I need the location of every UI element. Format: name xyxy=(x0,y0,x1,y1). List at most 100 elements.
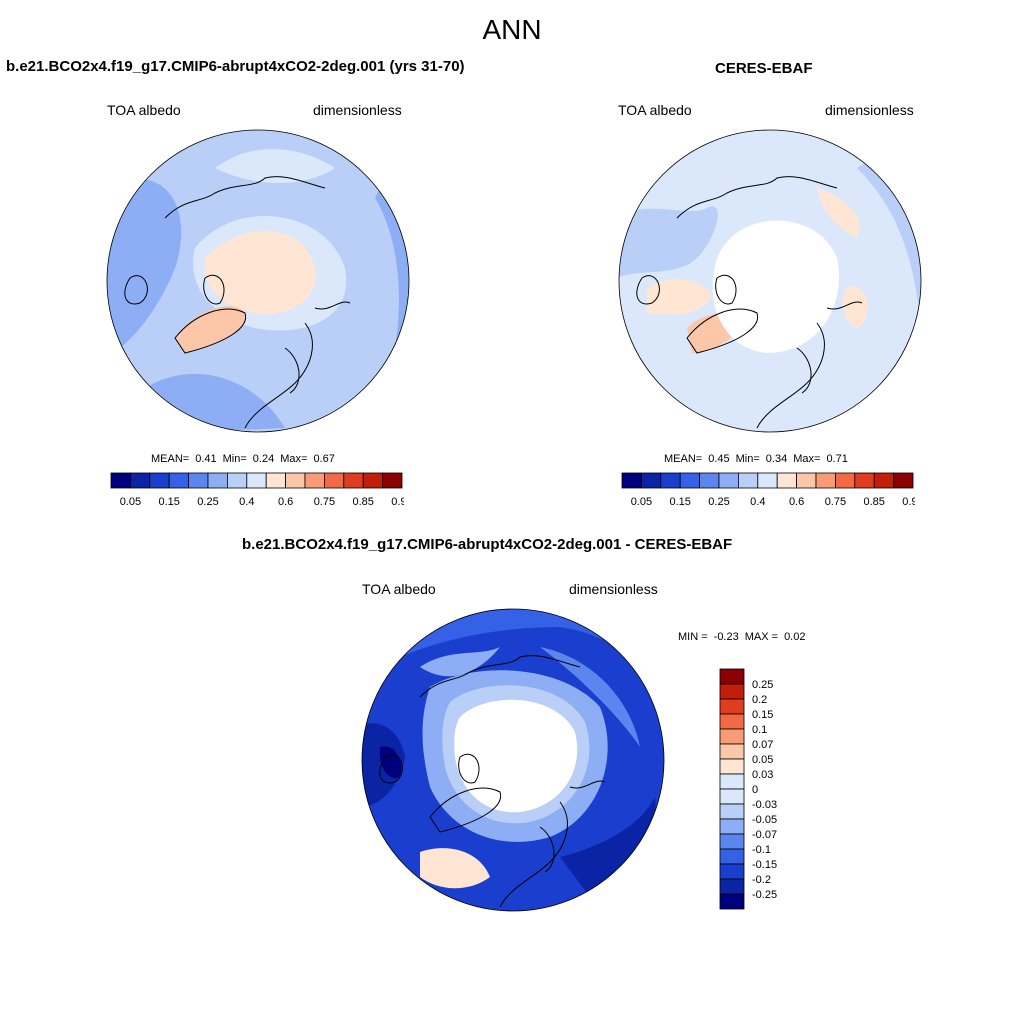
obs-min-label: Min= xyxy=(735,453,760,465)
diff-colorbar-label: -0.25 xyxy=(752,889,777,901)
model-colorbar-box xyxy=(382,472,403,489)
diff-colorbar-label: -0.03 xyxy=(752,799,777,811)
model-colorbar-label: 0.4 xyxy=(239,496,254,508)
obs-mean-value: 0.45 xyxy=(708,453,730,465)
model-colorbar-label: 0.6 xyxy=(278,496,293,508)
obs-colorbar-box xyxy=(699,472,720,489)
model-colorbar-box xyxy=(188,472,209,489)
obs-colorbar-box xyxy=(893,472,914,489)
model-units-label: dimensionless xyxy=(313,102,402,118)
diff-colorbar-box xyxy=(719,863,745,880)
diff-colorbar-box xyxy=(719,818,745,835)
diff-colorbar: 0.25 0.2 0.15 0.1 0.07 0.05 0.03 0 -0.03 -0.05 -0.… xyxy=(719,668,777,910)
obs-colorbar-box xyxy=(718,472,739,489)
obs-stats: MEAN= 0.45 Min= 0.34 Max= 0.71 xyxy=(664,453,848,465)
diff-colorbar-box xyxy=(719,788,745,805)
diff-colorbar-box xyxy=(719,848,745,865)
diff-colorbar-label: -0.15 xyxy=(752,859,777,871)
model-colorbar-box xyxy=(168,472,190,489)
diff-colorbar-label: 0.05 xyxy=(752,754,773,766)
obs-colorbar-box xyxy=(679,472,701,489)
obs-polar-map xyxy=(618,129,922,433)
obs-mean-label: MEAN= xyxy=(664,453,703,465)
diff-colorbar-box xyxy=(719,803,745,820)
diff-colorbar-box xyxy=(719,728,745,745)
obs-colorbar-label: 0.05 xyxy=(631,496,652,508)
diff-stats: MIN = -0.23 MAX = 0.02 xyxy=(678,631,805,643)
obs-colorbar-box xyxy=(834,472,856,489)
diff-colorbar-label: -0.07 xyxy=(752,829,777,841)
obs-colorbar-label: 0.95 xyxy=(902,496,915,508)
model-colorbar-label: 0.75 xyxy=(314,496,335,508)
diff-colorbar-label: 0.25 xyxy=(752,679,773,691)
obs-colorbar-box xyxy=(854,472,875,489)
obs-max-label: Max= xyxy=(793,453,821,465)
diff-colorbar-box xyxy=(719,878,745,895)
model-colorbar-label: 0.15 xyxy=(158,496,179,508)
diff-panel-title: b.e21.BCO2x4.f19_g17.CMIP6-abrupt4xCO2-2… xyxy=(242,536,733,553)
diff-colorbar-label: -0.2 xyxy=(752,874,771,886)
diff-coastlines xyxy=(379,655,606,908)
model-colorbar-label: 0.85 xyxy=(352,496,373,508)
diff-colorbar-box xyxy=(719,713,745,730)
model-colorbar-box xyxy=(285,472,306,489)
diff-colorbar-label: 0.1 xyxy=(752,724,767,736)
obs-colorbar-label: 0.15 xyxy=(669,496,690,508)
obs-colorbar-label: 0.85 xyxy=(863,496,884,508)
obs-colorbar-box xyxy=(815,472,836,489)
diff-colorbar-box xyxy=(719,683,745,700)
obs-colorbar-label: 0.25 xyxy=(708,496,729,508)
model-colorbar-box xyxy=(323,472,345,489)
model-colorbar-box xyxy=(265,472,286,489)
model-colorbar: 0.05 0.15 0.25 0.4 0.6 0.75 0.85 0.95 xyxy=(110,472,404,508)
obs-colorbar-box xyxy=(738,472,759,489)
obs-colorbar-box xyxy=(796,472,817,489)
model-colorbar-box xyxy=(246,472,267,489)
diff-colorbar-box xyxy=(719,743,745,760)
diff-colorbar-label: 0.2 xyxy=(752,694,767,706)
diff-colorbar-label: 0 xyxy=(752,784,758,796)
obs-colorbar-box xyxy=(621,472,642,489)
figure-title: ANN xyxy=(482,14,542,45)
model-coastlines xyxy=(124,176,351,429)
obs-colorbar-box xyxy=(757,472,778,489)
diff-colorbar-box xyxy=(719,773,745,790)
model-colorbar-box xyxy=(362,472,383,489)
diff-colorbar-box xyxy=(719,698,745,715)
obs-max-value: 0.71 xyxy=(826,453,848,465)
model-variable-label: TOA albedo xyxy=(107,102,181,118)
diff-max-label: MAX = xyxy=(744,631,779,643)
diff-colorbar-label: 0.07 xyxy=(752,739,773,751)
obs-colorbar-box xyxy=(640,472,662,489)
model-colorbar-box xyxy=(304,472,325,489)
diff-colorbar-label: -0.1 xyxy=(752,844,771,856)
model-mean-value: 0.41 xyxy=(195,453,217,465)
model-mean-label: MEAN= xyxy=(151,453,190,465)
diff-min-value: -0.23 xyxy=(713,631,739,643)
obs-coastlines xyxy=(636,176,863,429)
model-colorbar-box xyxy=(227,472,248,489)
model-min-label: Min= xyxy=(222,453,247,465)
model-stats: MEAN= 0.41 Min= 0.24 Max= 0.67 xyxy=(151,453,335,465)
diff-units-label: dimensionless xyxy=(569,581,658,597)
diff-colorbar-box xyxy=(719,758,745,775)
obs-colorbar-box xyxy=(873,472,894,489)
obs-variable-label: TOA albedo xyxy=(618,102,692,118)
diff-polar-map xyxy=(361,608,665,912)
diff-colorbar-label: 0.03 xyxy=(752,769,773,781)
model-colorbar-label: 0.05 xyxy=(120,496,141,508)
obs-colorbar-box xyxy=(776,472,797,489)
model-colorbar-box xyxy=(110,472,131,489)
model-polar-map xyxy=(106,129,410,433)
model-panel-title: b.e21.BCO2x4.f19_g17.CMIP6-abrupt4xCO2-2… xyxy=(6,58,465,75)
model-colorbar-label: 0.95 xyxy=(391,496,404,508)
diff-colorbar-label: -0.05 xyxy=(752,814,777,826)
diff-max-value: 0.02 xyxy=(784,631,806,643)
obs-units-label: dimensionless xyxy=(825,102,914,118)
model-max-label: Max= xyxy=(280,453,308,465)
obs-colorbar-box xyxy=(660,472,681,489)
model-colorbar-box xyxy=(343,472,364,489)
model-colorbar-box xyxy=(149,472,170,489)
model-colorbar-box xyxy=(129,472,151,489)
diff-colorbar-box xyxy=(719,668,745,685)
